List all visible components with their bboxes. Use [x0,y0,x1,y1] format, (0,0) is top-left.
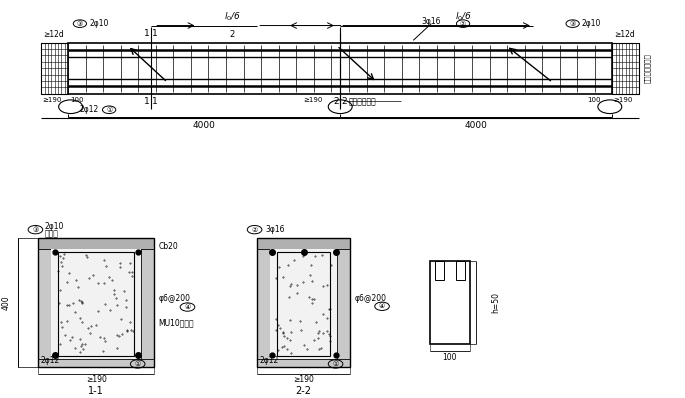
Bar [51,249,141,359]
Text: 2: 2 [334,97,339,106]
Bar [257,359,350,367]
Text: 1: 1 [152,29,158,38]
Text: 100: 100 [443,353,457,361]
Text: ①: ① [332,361,338,367]
Bar [38,238,51,367]
Text: ①: ① [134,361,141,367]
Text: ③: ③ [569,21,576,27]
Bar [38,238,154,367]
Text: 2φ10: 2φ10 [45,222,64,231]
Bar [456,261,465,280]
Bar [141,238,154,367]
Bar [277,252,330,355]
Text: ≥12d: ≥12d [42,30,64,39]
Bar [271,249,337,359]
Text: 2: 2 [229,30,235,39]
Text: φ6@200: φ6@200 [354,294,386,303]
Text: 2φ12: 2φ12 [260,355,279,365]
Text: φ6@200: φ6@200 [158,294,190,303]
Text: 3φ16: 3φ16 [265,225,285,234]
Text: 2φ12: 2φ12 [40,355,60,365]
Text: ②: ② [251,226,258,233]
Text: 2φ10: 2φ10 [89,19,109,28]
Text: 100: 100 [587,97,601,103]
Text: 墙内伸入的钢筋: 墙内伸入的钢筋 [645,53,651,83]
Text: 1: 1 [144,29,150,38]
Text: 400: 400 [1,295,10,310]
Text: ≥190: ≥190 [42,97,62,103]
Bar [257,238,350,367]
Bar [68,43,612,94]
Text: ≥190: ≥190 [303,97,323,103]
Text: ≥12d: ≥12d [614,30,634,39]
Text: 1: 1 [152,97,158,106]
Text: ①: ① [106,107,112,113]
Text: 2: 2 [341,97,347,106]
Bar [337,238,350,367]
Text: 100: 100 [71,97,84,103]
Text: h=50: h=50 [491,292,500,313]
Text: 1-1: 1-1 [88,386,104,396]
Text: Cb20: Cb20 [158,242,178,251]
Text: ④: ④ [379,303,385,309]
Bar [257,238,271,367]
Text: 4000: 4000 [465,121,488,130]
Text: ≥190: ≥190 [293,375,314,384]
Bar [38,359,154,367]
Text: 4000: 4000 [192,121,216,130]
Text: 3φ16: 3φ16 [421,17,440,26]
Text: MU10系梁块: MU10系梁块 [158,319,194,328]
Text: ≥190: ≥190 [613,97,632,103]
Text: ④: ④ [184,304,190,310]
Text: ③: ③ [77,21,83,27]
Bar [38,238,154,249]
Bar [612,43,639,94]
Text: $l_0$/6: $l_0$/6 [455,10,472,23]
Bar [58,252,134,355]
Bar [257,238,350,249]
Bar [430,261,470,344]
Text: 2φ12: 2φ12 [80,105,99,114]
Text: 1: 1 [144,97,150,106]
Bar [41,43,68,94]
Text: ≥190: ≥190 [86,375,107,384]
Text: 架立筋: 架立筋 [45,229,59,238]
Text: 2-2: 2-2 [296,386,312,396]
Text: ②: ② [460,21,466,27]
Bar [434,261,444,280]
Text: 配筋砌块砌体: 配筋砌块砌体 [348,97,376,106]
Text: ③: ③ [32,226,38,233]
Text: 2φ10: 2φ10 [582,19,601,28]
Text: $l_0$/6: $l_0$/6 [224,10,241,23]
